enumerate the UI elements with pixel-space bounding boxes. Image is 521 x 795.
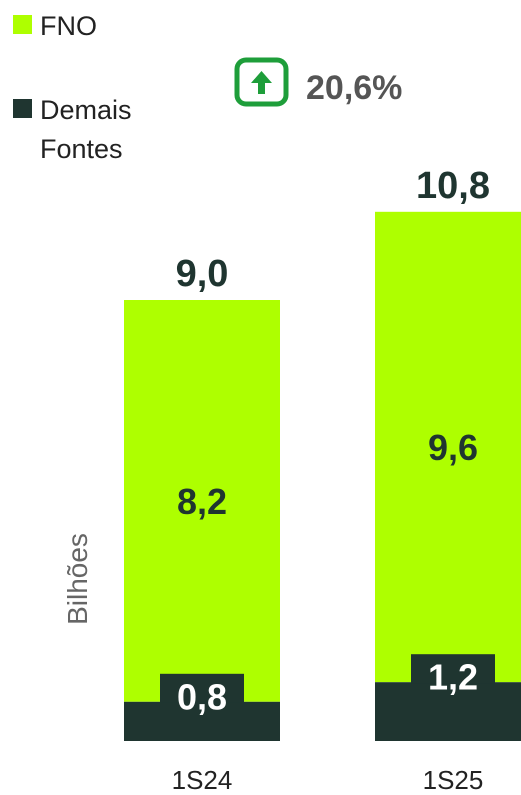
value-label-demais-fontes-1s24: 0,8 (177, 676, 227, 717)
value-label-fno-1s25: 9,6 (428, 427, 478, 468)
legend-swatch-fno (13, 15, 32, 34)
y-axis-label: Bilhões (62, 533, 93, 625)
legend-label-demais-fontes: Demais Fontes (40, 95, 132, 164)
category-label-1s25: 1S25 (423, 765, 484, 795)
bar-demais-fontes-1s25 (375, 682, 521, 741)
category-label-1s24: 1S24 (172, 765, 233, 795)
bar-demais-fontes-tab-1s24 (160, 673, 244, 703)
total-label-1s25: 10,8 (416, 165, 490, 207)
arrow-up-icon (234, 57, 289, 107)
growth-label: 20,6% (306, 69, 402, 107)
legend-swatch-demais-fontes (13, 99, 32, 118)
bars-group: 0,8 8,2 9,0 1S24 1,2 9,6 10,8 1S25 (124, 165, 521, 795)
bar-demais-fontes-1s24 (124, 701, 280, 741)
bar-fno-1s24 (124, 300, 280, 702)
bar-demais-fontes-tab-1s25 (411, 654, 495, 684)
legend: FNO Demais Fontes (13, 11, 132, 164)
legend-label-fno: FNO (40, 11, 97, 41)
growth-indicator: 20,6% (234, 57, 402, 107)
bar-fno-1s25 (375, 211, 521, 683)
value-label-fno-1s24: 8,2 (177, 481, 227, 522)
total-label-1s24: 9,0 (176, 253, 229, 295)
value-label-demais-fontes-1s25: 1,2 (428, 657, 478, 698)
